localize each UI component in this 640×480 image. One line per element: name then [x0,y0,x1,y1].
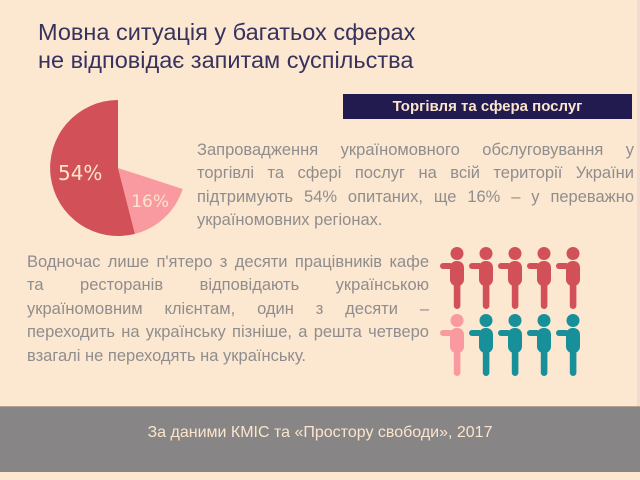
pictogram-row-1 [440,247,600,309]
person-icon [498,314,522,376]
person-icon [440,247,464,309]
pictogram-row-2 [440,314,600,376]
footer-band: За даними КМІС та «Простору свободи», 20… [0,406,640,472]
pie-chart: 16% 54% [50,100,183,236]
pie-label-54pct: 54% [58,161,102,185]
person-icon [469,247,493,309]
person-icon [556,314,580,376]
section-banner: Торгівля та сфера послуг [343,94,632,119]
person-icon [440,314,464,376]
pie-label-16pct: 16% [131,192,169,212]
person-icon [527,247,551,309]
pictogram-chart [440,247,600,376]
page-title-line-2: не відповідає запитам суспільства [38,47,414,73]
person-icon [527,314,551,376]
pie-slice-16pct [118,168,183,234]
paragraph-trade-services: Запровадження україномовного обслуговува… [197,141,634,230]
right-edge-strip [637,0,640,406]
section-banner-label: Торгівля та сфера послуг [392,98,583,115]
person-icon [498,247,522,309]
pie-slice-54pct [50,100,135,236]
person-icon [469,314,493,376]
source-note: За даними КМІС та «Простору свободи», 20… [147,424,493,441]
page-title-line-1: Мовна ситуація у багатьох сферах [38,19,416,45]
paragraph-cafe-staff: Водночас лише п'ятеро з десяти працівник… [27,253,429,365]
person-icon [556,247,580,309]
page-title: Мовна ситуація у багатьох сферах не відп… [38,18,468,74]
